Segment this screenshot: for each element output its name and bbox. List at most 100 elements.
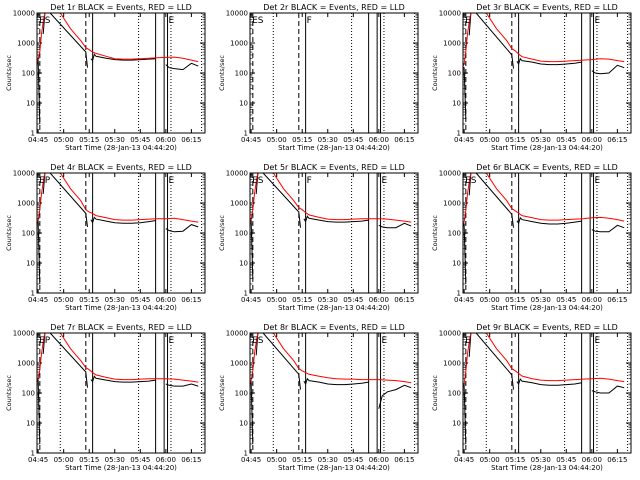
x-tick-label: 04:45: [241, 456, 261, 464]
panel-det-1: Det 1r BLACK = Events, RED = LLD 1 10 100 10…: [5, 3, 206, 152]
x-tick-label: 06:15: [181, 296, 201, 304]
panel-title: Det 7r BLACK = Events, RED = LLD: [50, 323, 192, 332]
x-tick-label: 06:15: [394, 296, 414, 304]
series-group: [463, 13, 625, 119]
series-lld: [250, 333, 412, 385]
x-tick-label: 06:00: [156, 296, 176, 304]
series-lld: [250, 173, 412, 224]
x-axis-label: Start Time (28-Jan-13 04:44:20): [65, 304, 177, 312]
x-tick-label: 06:15: [607, 456, 627, 464]
y-tick-label: 100: [235, 230, 248, 238]
x-tick-label: 05:15: [292, 296, 312, 304]
x-tick-label: 05:00: [480, 136, 500, 144]
event-letter: E: [169, 16, 175, 26]
panel-det-6: Det 6r BLACK = Events, RED = LLD 1 10 100 10…: [431, 163, 632, 312]
x-tick-label: 05:00: [54, 296, 74, 304]
x-axis-label: Start Time (28-Jan-13 04:44:20): [491, 464, 603, 472]
x-tick-label: 05:45: [343, 296, 363, 304]
series-group: [463, 333, 625, 445]
x-axis-label: Start Time (28-Jan-13 04:44:20): [491, 144, 603, 152]
x-tick-label: 04:45: [454, 296, 474, 304]
x-axis-label: Start Time (28-Jan-13 04:44:20): [278, 464, 390, 472]
series-lld: [463, 173, 625, 226]
x-tick-label: 06:15: [607, 136, 627, 144]
x-tick-label: 05:15: [79, 296, 99, 304]
y-tick-label: 1000: [230, 200, 248, 208]
x-tick-label: 04:45: [454, 136, 474, 144]
x-tick-label: 04:45: [454, 456, 474, 464]
event-letter: E: [169, 336, 175, 346]
plot-frame: [249, 172, 419, 294]
x-tick-label: 06:00: [582, 456, 602, 464]
x-tick-label: 05:30: [318, 136, 338, 144]
plot-frame: [249, 332, 419, 454]
y-tick-label: 1: [457, 130, 461, 138]
x-tick-label: 05:15: [79, 456, 99, 464]
x-tick-label: 05:15: [505, 456, 525, 464]
x-tick-label: 05:30: [531, 136, 551, 144]
y-tick-label: 1: [244, 450, 248, 458]
series-events: [37, 173, 199, 285]
y-tick-label: 10: [239, 100, 248, 108]
event-letter: ES: [252, 176, 264, 186]
y-tick-label: 100: [22, 70, 35, 78]
y-axis-label: Counts/sec: [5, 55, 13, 91]
x-tick-label: 06:00: [156, 456, 176, 464]
event-letter: EP: [39, 176, 51, 186]
x-tick-label: 05:30: [105, 296, 125, 304]
y-tick-label: 1: [244, 130, 248, 138]
x-tick-label: 05:00: [54, 136, 74, 144]
series-lld: [463, 333, 625, 387]
panel-title: Det 2r BLACK = Events, RED = LLD: [263, 3, 405, 12]
y-tick-label: 1000: [230, 360, 248, 368]
y-tick-label: 10: [239, 260, 248, 268]
series-events: [463, 13, 625, 119]
event-letter: E: [595, 176, 601, 186]
y-axis-label: Counts/sec: [431, 375, 439, 411]
x-tick-label: 05:00: [480, 456, 500, 464]
series-lld: [463, 13, 625, 68]
x-tick-label: 05:30: [318, 456, 338, 464]
event-letter: E: [595, 336, 601, 346]
x-tick-label: 05:30: [105, 136, 125, 144]
panel-det-3: Det 3r BLACK = Events, RED = LLD 1 10 100 10…: [431, 3, 632, 152]
x-tick-label: 06:00: [156, 136, 176, 144]
panel-title: Det 4r BLACK = Events, RED = LLD: [50, 163, 192, 172]
y-tick-label: 10: [26, 100, 35, 108]
x-tick-label: 05:00: [54, 456, 74, 464]
y-tick-label: 1000: [17, 40, 35, 48]
x-axis-label: Start Time (28-Jan-13 04:44:20): [278, 144, 390, 152]
y-tick-label: 10000: [226, 10, 248, 18]
panel-det-5: Det 5r BLACK = Events, RED = LLD 1 10 100 10…: [218, 163, 419, 312]
y-tick-label: 100: [448, 390, 461, 398]
y-tick-label: 1: [457, 450, 461, 458]
y-tick-label: 100: [235, 70, 248, 78]
series-events: [463, 173, 625, 285]
y-tick-label: 100: [448, 230, 461, 238]
y-tick-label: 1: [31, 450, 35, 458]
series-group: [37, 13, 199, 125]
y-tick-label: 10000: [226, 170, 248, 178]
y-tick-label: 100: [448, 70, 461, 78]
x-axis-label: Start Time (28-Jan-13 04:44:20): [65, 144, 177, 152]
panel-title: Det 1r BLACK = Events, RED = LLD: [50, 3, 192, 12]
x-tick-label: 06:15: [394, 136, 414, 144]
event-letter: F: [307, 16, 312, 26]
y-axis-label: Counts/sec: [431, 215, 439, 251]
x-tick-label: 06:00: [369, 296, 389, 304]
x-tick-label: 05:45: [556, 136, 576, 144]
y-tick-label: 1: [244, 290, 248, 298]
event-letter: F: [307, 176, 312, 186]
event-letter: E: [595, 16, 601, 26]
x-tick-label: 06:15: [607, 296, 627, 304]
series-lld: [37, 13, 199, 65]
panel-title: Det 5r BLACK = Events, RED = LLD: [263, 163, 405, 172]
x-tick-label: 05:15: [505, 136, 525, 144]
series-events: [37, 333, 199, 445]
series-group: [37, 173, 199, 285]
x-tick-label: 04:45: [28, 456, 48, 464]
x-tick-label: 05:00: [480, 296, 500, 304]
x-tick-label: 05:45: [343, 456, 363, 464]
plot-frame: [36, 12, 206, 134]
